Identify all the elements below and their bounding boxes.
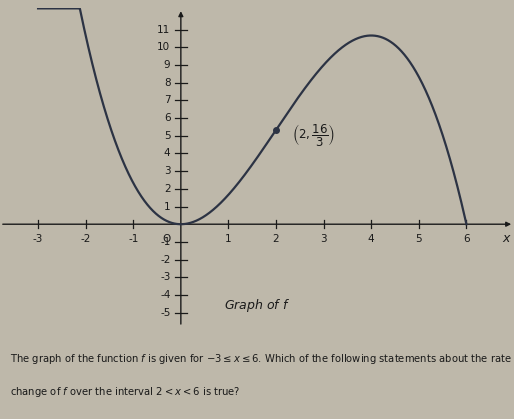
Text: -5: -5 — [160, 308, 170, 318]
Text: -2: -2 — [81, 234, 91, 244]
Text: -2: -2 — [160, 255, 170, 264]
Text: 8: 8 — [164, 78, 170, 88]
Text: 3: 3 — [164, 166, 170, 176]
Text: 5: 5 — [415, 234, 422, 244]
Text: 9: 9 — [164, 60, 170, 70]
Text: 4: 4 — [164, 148, 170, 158]
Text: 7: 7 — [164, 96, 170, 105]
Text: 5: 5 — [164, 131, 170, 141]
Text: change of $f$ over the interval $2 < x < 6$ is true?: change of $f$ over the interval $2 < x <… — [10, 385, 241, 399]
Text: O: O — [162, 234, 170, 244]
Text: -1: -1 — [160, 237, 170, 247]
Text: 11: 11 — [157, 25, 170, 35]
Text: -3: -3 — [33, 234, 43, 244]
Text: -1: -1 — [128, 234, 138, 244]
Text: 1: 1 — [225, 234, 232, 244]
Text: -3: -3 — [160, 272, 170, 282]
Text: -4: -4 — [160, 290, 170, 300]
Text: 4: 4 — [368, 234, 375, 244]
Text: $x$: $x$ — [502, 232, 512, 245]
Text: 2: 2 — [273, 234, 279, 244]
Text: 2: 2 — [164, 184, 170, 194]
Text: Graph of $f$: Graph of $f$ — [224, 297, 290, 314]
Text: 1: 1 — [164, 202, 170, 212]
Text: 3: 3 — [320, 234, 327, 244]
Text: The graph of the function $f$ is given for $-3\leq x\leq 6$. Which of the follow: The graph of the function $f$ is given f… — [10, 352, 514, 366]
Text: 6: 6 — [164, 113, 170, 123]
Text: 10: 10 — [157, 42, 170, 52]
Text: 6: 6 — [463, 234, 470, 244]
Text: $\!\left(2,\dfrac{16}{3}\right)$: $\!\left(2,\dfrac{16}{3}\right)$ — [292, 122, 335, 148]
